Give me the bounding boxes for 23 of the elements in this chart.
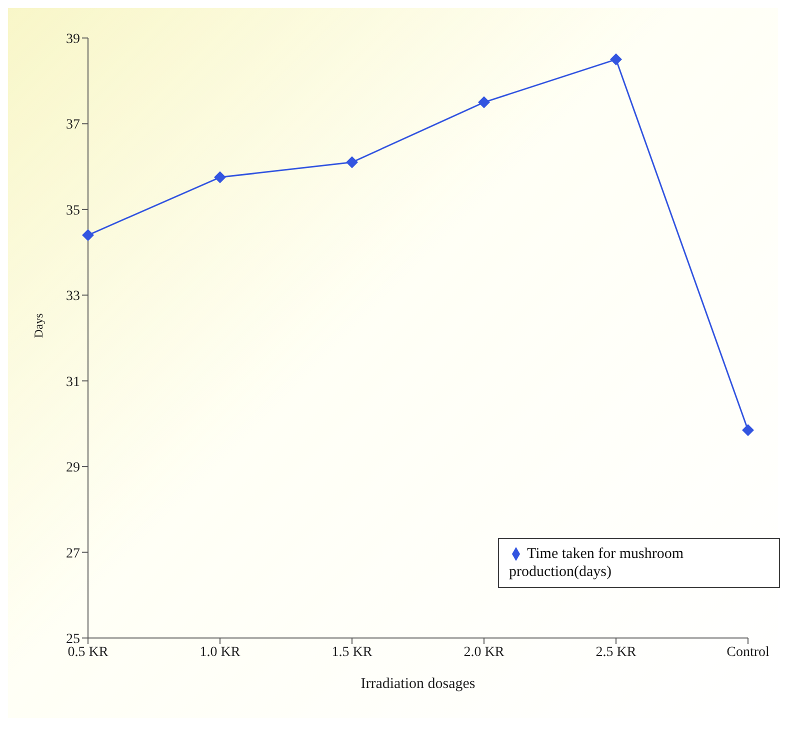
y-tick-label: 33: [66, 289, 80, 304]
point: [346, 156, 358, 168]
y-tick-label: 29: [66, 460, 80, 476]
x-tick-label: 2.0 KR: [464, 644, 505, 660]
x-tick-label: 2.5 KR: [596, 644, 637, 660]
y-tick-label: 25: [66, 632, 80, 647]
y-axis-title: Days: [31, 313, 46, 338]
y-tick-label: 35: [66, 203, 80, 218]
x-tick-label: 1.0 KR: [200, 644, 241, 660]
x-tick-label: 0.5 KR: [68, 644, 109, 660]
x-tick-label: 1.5 KR: [332, 644, 373, 660]
point: [214, 171, 226, 184]
point: [610, 53, 622, 66]
point: [478, 96, 490, 108]
y-tick-label: 37: [66, 118, 80, 133]
y-tick-label: 39: [66, 32, 80, 47]
x-tick-label: Control: [726, 644, 770, 660]
y-tick-label: 27: [66, 546, 80, 562]
x-axis-title: Irradiation dosages: [360, 676, 476, 692]
legend-label: Time taken for mushroom production(days): [509, 546, 684, 580]
y-tick-label: 31: [66, 374, 80, 390]
point: [82, 229, 94, 242]
point: [742, 424, 754, 436]
